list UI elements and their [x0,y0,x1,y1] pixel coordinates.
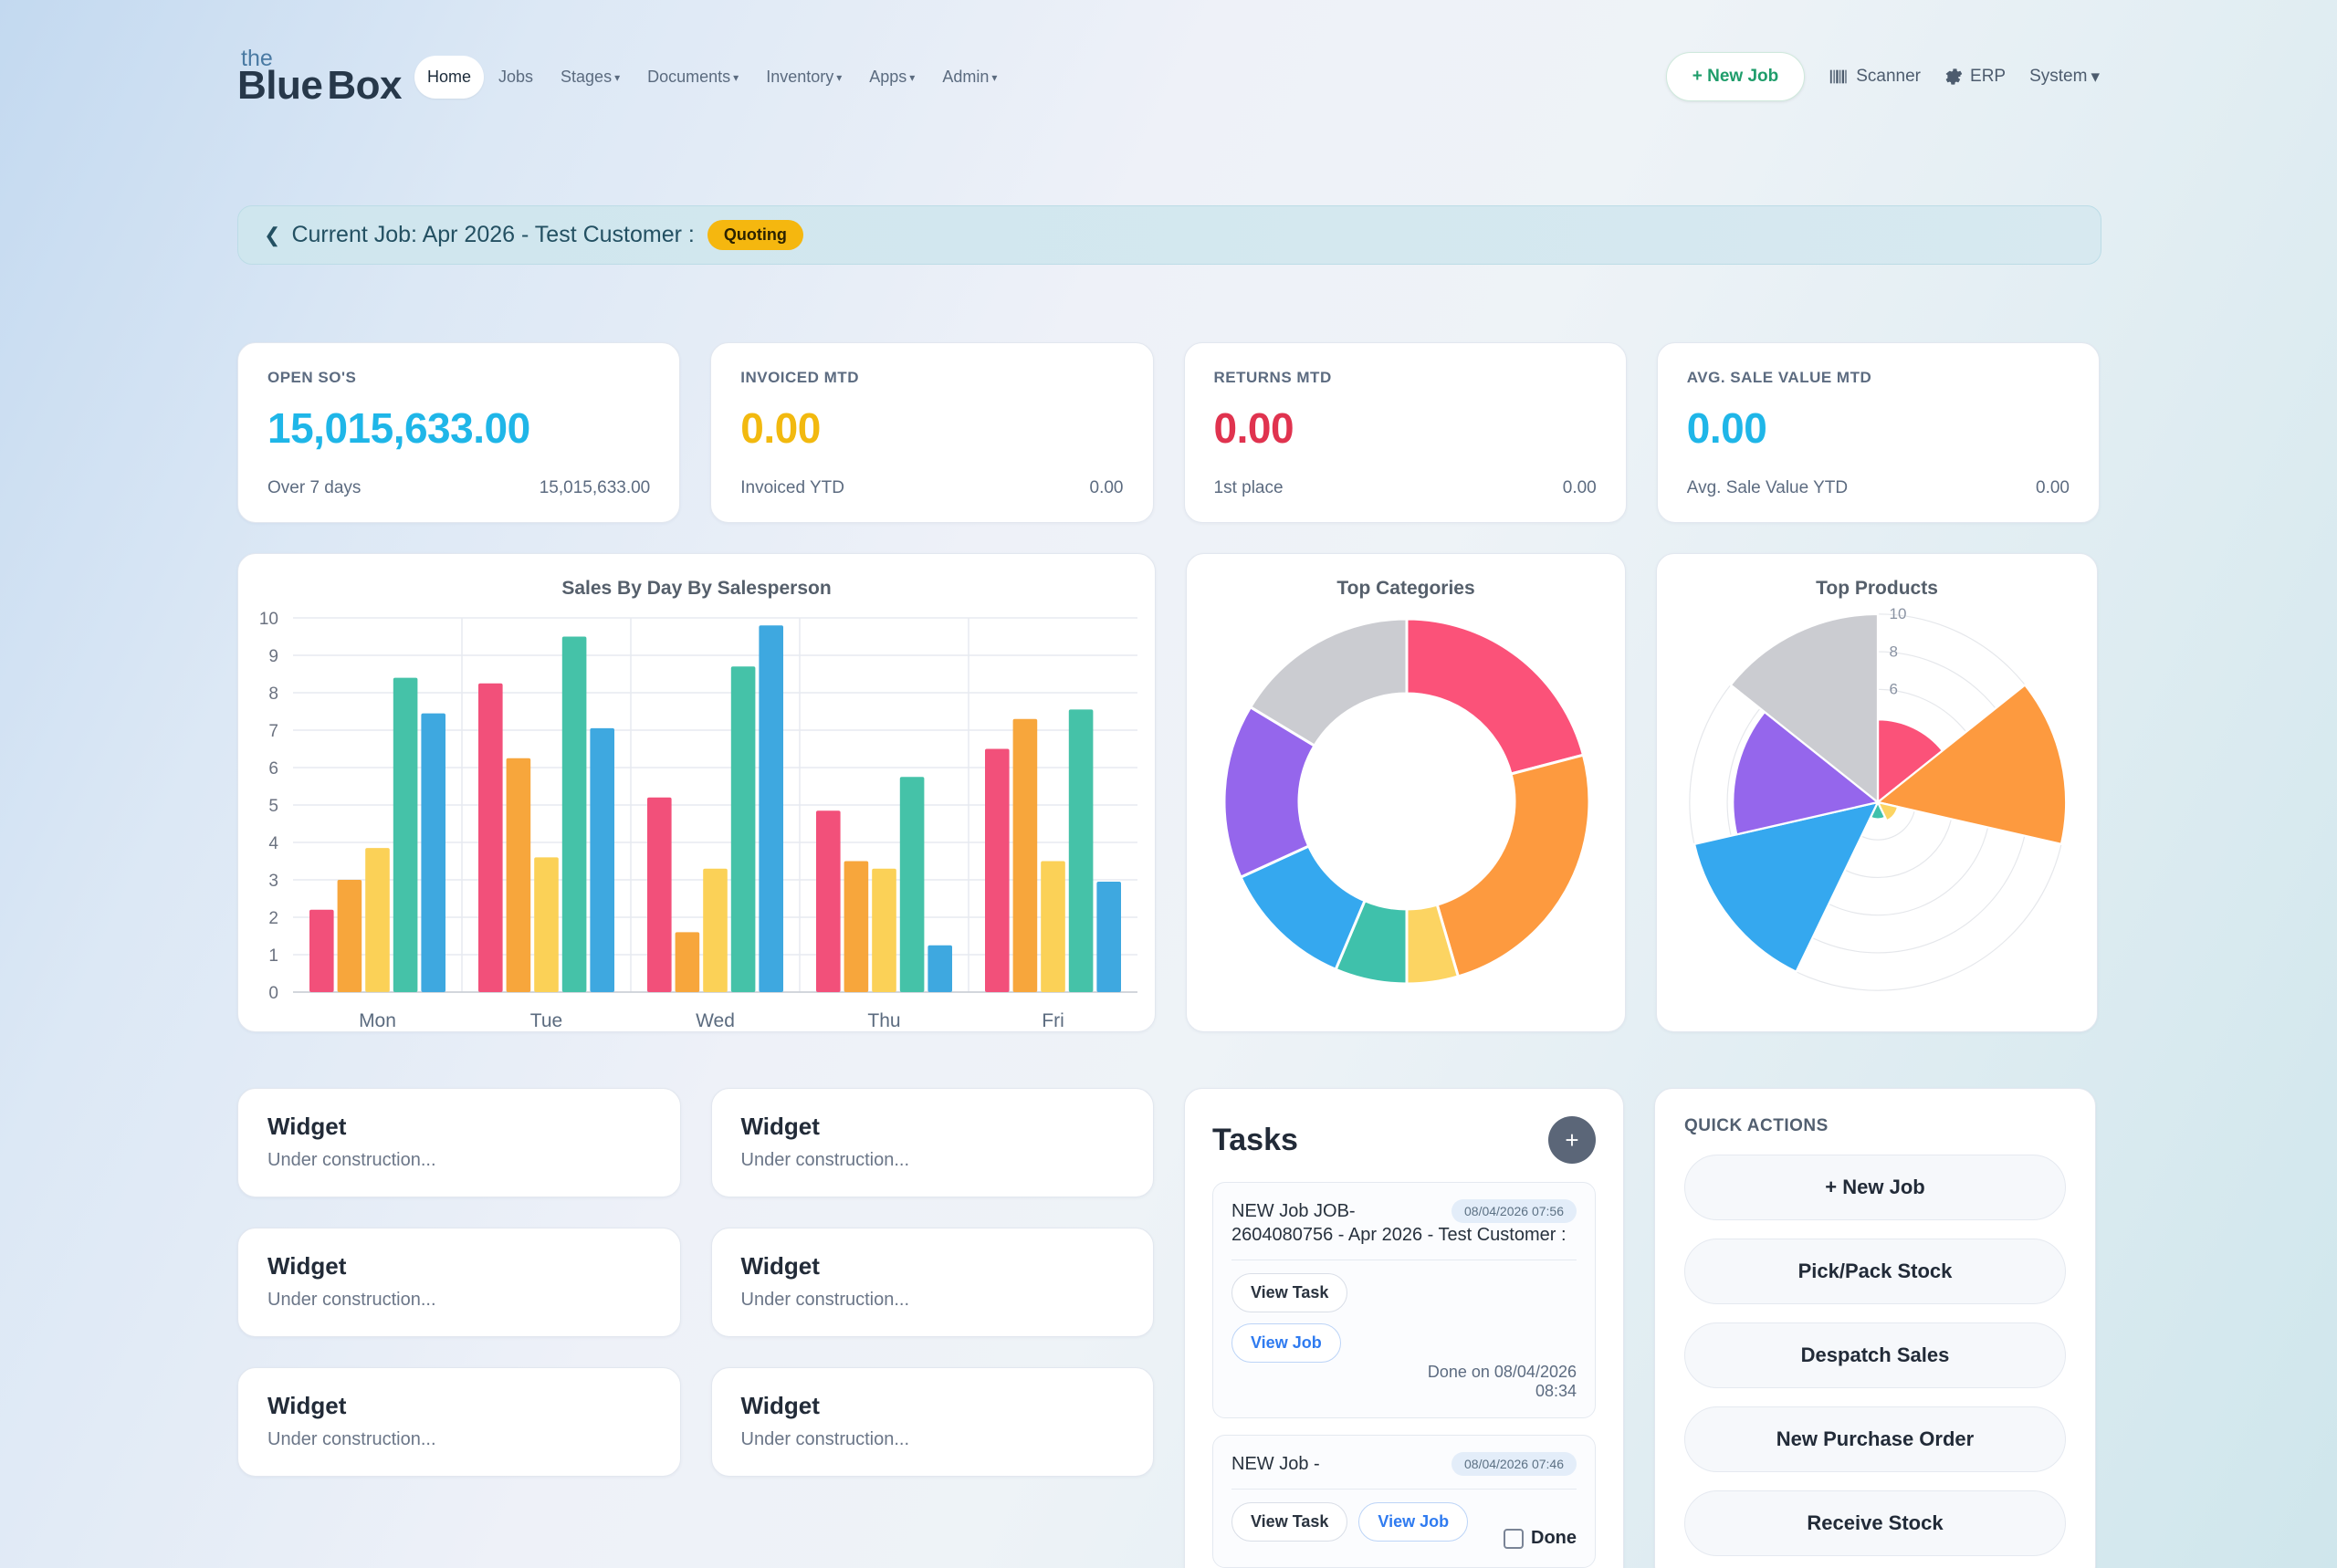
svg-text:6: 6 [268,759,278,779]
svg-text:4: 4 [268,834,278,853]
svg-text:8: 8 [1890,643,1898,660]
svg-text:Tue: Tue [530,1010,562,1031]
svg-text:Fri: Fri [1042,1010,1064,1031]
svg-text:1: 1 [268,946,278,966]
svg-text:3: 3 [268,872,278,891]
svg-text:Mon: Mon [359,1010,396,1031]
svg-text:8: 8 [268,685,278,704]
svg-text:6: 6 [1890,681,1898,698]
svg-text:10: 10 [259,610,278,629]
svg-text:Wed: Wed [696,1010,735,1031]
svg-text:5: 5 [268,797,278,816]
svg-text:Thu: Thu [867,1010,900,1031]
svg-text:10: 10 [1890,605,1907,622]
svg-text:7: 7 [268,722,278,741]
svg-text:9: 9 [268,647,278,666]
svg-text:2: 2 [268,909,278,928]
svg-text:0: 0 [268,984,278,1003]
